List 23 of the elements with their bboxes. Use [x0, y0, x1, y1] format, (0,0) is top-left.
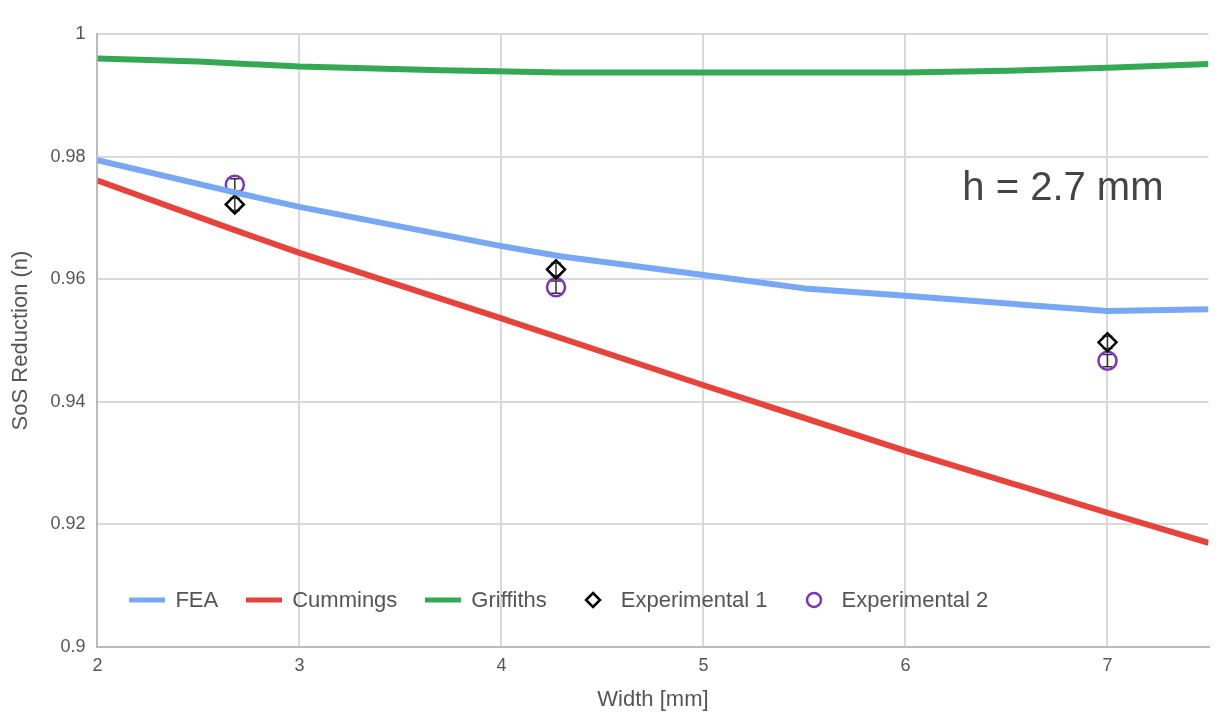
y-axis-title: SoS Reduction (n) — [7, 250, 33, 431]
y-tick-label: 0.92 — [50, 513, 86, 534]
point — [545, 276, 567, 298]
y-tick-label: 1 — [75, 22, 86, 43]
y-tick-label: 0.94 — [50, 390, 86, 411]
x-axis-title: Width [mm] — [597, 685, 709, 711]
legend-label: FEA — [175, 587, 219, 613]
x-tick-label: 4 — [496, 654, 507, 675]
y-tick-label: 0.98 — [50, 145, 86, 166]
y-tick-label: 0.96 — [50, 268, 86, 289]
x-tick-label: 7 — [1102, 654, 1113, 675]
x-tick-label: 3 — [294, 654, 305, 675]
legend-label: Cummings — [292, 587, 398, 613]
legend-label: Experimental 1 — [620, 587, 768, 613]
point — [224, 194, 246, 215]
legend-label: Experimental 2 — [841, 587, 989, 613]
point — [545, 259, 567, 280]
x-tick-label: 2 — [92, 654, 103, 675]
x-tick-label: 6 — [900, 654, 911, 675]
legend-label: Griffiths — [471, 587, 547, 613]
x-tick-label: 5 — [698, 654, 709, 675]
annotation: h = 2.7 mm — [962, 164, 1164, 209]
y-tick-label: 0.9 — [60, 635, 86, 656]
